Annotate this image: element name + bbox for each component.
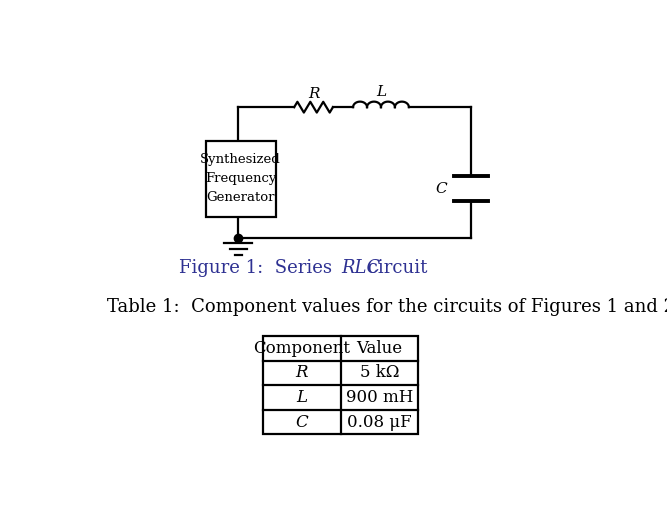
Bar xyxy=(206,141,275,217)
Text: Table 1:  Component values for the circuits of Figures 1 and 2: Table 1: Component values for the circui… xyxy=(107,299,667,316)
Text: R: R xyxy=(307,87,319,101)
Bar xyxy=(263,336,418,435)
Text: C: C xyxy=(295,414,308,431)
Text: Component: Component xyxy=(253,340,350,357)
Text: 0.08 μF: 0.08 μF xyxy=(347,414,412,431)
Text: circuit: circuit xyxy=(362,259,427,277)
Text: RLC: RLC xyxy=(342,259,381,277)
Text: L: L xyxy=(296,389,307,406)
Text: C: C xyxy=(436,182,448,196)
Text: L: L xyxy=(376,85,386,99)
Text: 900 mH: 900 mH xyxy=(346,389,413,406)
Text: 5 kΩ: 5 kΩ xyxy=(360,364,399,381)
Text: Value: Value xyxy=(356,340,402,357)
Text: Figure 1:  Series: Figure 1: Series xyxy=(179,259,342,277)
Text: Synthesized
Frequency
Generator: Synthesized Frequency Generator xyxy=(200,153,281,204)
Text: R: R xyxy=(295,364,308,381)
